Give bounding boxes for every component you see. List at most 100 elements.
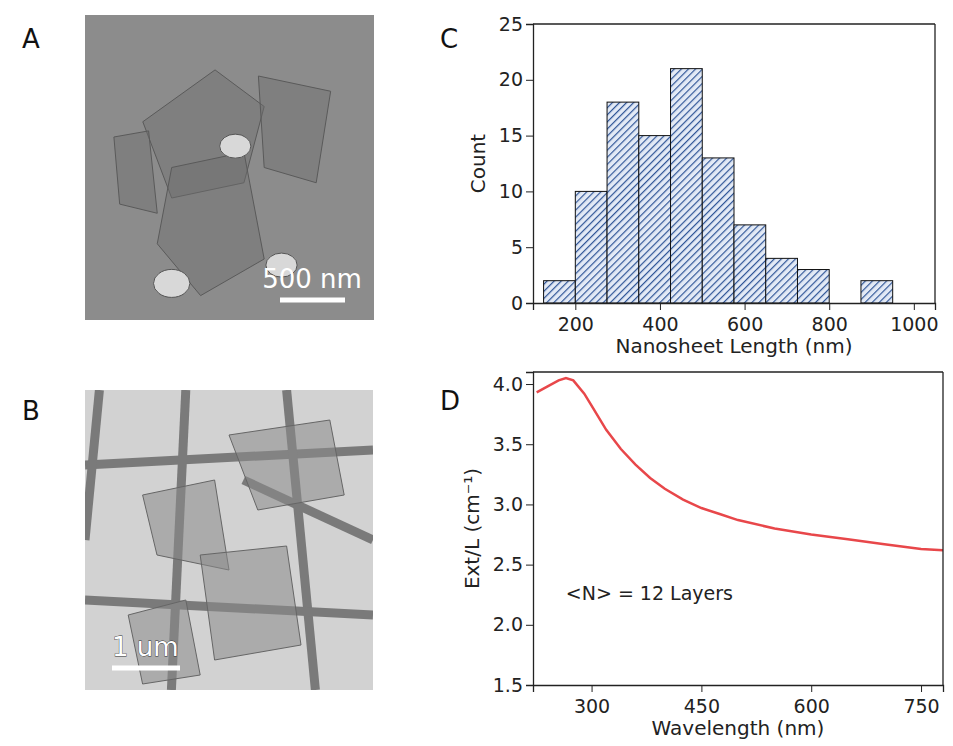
y-axis-title: Count (466, 134, 490, 194)
hole (220, 134, 251, 158)
micrograph: 500 nm (85, 15, 374, 320)
tick-mark (526, 136, 533, 137)
tick-label: 20 (499, 68, 523, 90)
frame-right (934, 24, 935, 303)
bar (607, 102, 639, 303)
tick: 25 (499, 13, 533, 35)
flake (114, 131, 157, 213)
y-axis: 1.5 2.0 2.5 3.0 3.5 4.0 (493, 373, 534, 696)
tick-label: 2.0 (493, 613, 523, 635)
panel-letter: A (22, 24, 40, 54)
tick-label: 1.5 (493, 674, 523, 696)
tick-mark (660, 303, 661, 310)
tick: 20 (499, 68, 533, 90)
tick-label: 10 (499, 180, 523, 202)
tick-label: 0 (511, 292, 523, 314)
tick: 1.5 (493, 674, 533, 696)
tick: 10 (499, 180, 533, 202)
tick-mark (745, 303, 746, 310)
y-axis-title: Ext/L (cm⁻¹) (460, 468, 484, 589)
bar (734, 225, 766, 303)
annotation: <N> = 12 Layers (566, 582, 733, 604)
tick-label: 400 (642, 313, 678, 335)
image-background (85, 390, 373, 690)
panel-letter: C (440, 24, 458, 54)
flake (200, 546, 301, 660)
tick: 800 (812, 303, 848, 335)
tick-label: 200 (558, 313, 594, 335)
carbon-film (85, 390, 99, 540)
tick-mark (526, 504, 533, 505)
tick-mark (526, 303, 533, 304)
tick: 1000 (890, 303, 938, 335)
frame-top (533, 23, 935, 24)
bar (544, 281, 576, 303)
tick-label: 2.5 (493, 553, 523, 575)
tick-mark (829, 303, 830, 310)
x-axis: 200 400 600 800 1000 (534, 303, 939, 335)
tick-label: 300 (574, 695, 610, 717)
tick: 750 (903, 685, 939, 717)
scale-bar (280, 298, 345, 303)
tick-label: 600 (794, 695, 830, 717)
tick-label: 25 (499, 13, 523, 35)
tick: 2.0 (493, 613, 533, 635)
tick-label: 600 (727, 313, 763, 335)
flake (258, 76, 330, 183)
tick-mark (526, 444, 533, 445)
tick-label: 750 (903, 695, 939, 717)
tick: 3.5 (493, 433, 533, 455)
bar (575, 191, 607, 303)
tick-mark (592, 685, 593, 692)
x-axis-title: Wavelength (nm) (652, 716, 825, 740)
bar (797, 270, 829, 303)
frame-right (942, 372, 943, 685)
tick-mark (526, 80, 533, 81)
tick-label: 5 (511, 236, 523, 258)
axis-line (534, 686, 944, 693)
bar (702, 158, 734, 303)
frame-top (533, 371, 943, 372)
tick: 4.0 (493, 373, 533, 395)
panel-letter: B (22, 396, 40, 426)
tick-label: 450 (684, 695, 720, 717)
scale-bar-label: 1 um (112, 632, 179, 662)
tick: 300 (574, 685, 610, 717)
tick-mark (526, 24, 533, 25)
image-background (85, 15, 374, 320)
bar (639, 136, 671, 303)
tick: 5 (511, 236, 533, 258)
bar (671, 69, 703, 303)
tick: 3.0 (493, 493, 533, 515)
tick-mark (526, 565, 533, 566)
tick-label: 1000 (890, 313, 938, 335)
tick-label: 15 (499, 124, 523, 146)
tick-mark (921, 685, 922, 692)
data-line (537, 378, 943, 550)
scale-bar (112, 666, 180, 671)
tick-mark (526, 685, 533, 686)
tick-label: 3.5 (493, 433, 523, 455)
tick: 15 (499, 124, 533, 146)
x-axis-title: Nanosheet Length (nm) (615, 334, 852, 358)
tick-label: 800 (812, 313, 848, 335)
tick-mark (526, 384, 533, 385)
flake (229, 420, 344, 510)
tick-mark (575, 303, 576, 310)
figure: 500 nm A 1 um B 200 400 600 800 1000 0 5 10 15 20 25 Na… (0, 0, 953, 746)
tick: 0 (511, 292, 533, 314)
bar (861, 281, 893, 303)
bars (544, 69, 893, 303)
tick-mark (526, 247, 533, 248)
tick: 400 (642, 303, 678, 335)
micrograph: 1 um (85, 390, 373, 690)
tick-mark (914, 303, 915, 310)
bar (766, 258, 798, 303)
y-axis: 0 5 10 15 20 25 (499, 13, 534, 314)
tick-label: 3.0 (493, 493, 523, 515)
x-axis: 300 450 600 750 (534, 685, 944, 717)
scale-bar-label: 500 nm (262, 264, 362, 294)
axis-line (526, 373, 534, 686)
tick-mark (701, 685, 702, 692)
tick: 600 (794, 685, 830, 717)
